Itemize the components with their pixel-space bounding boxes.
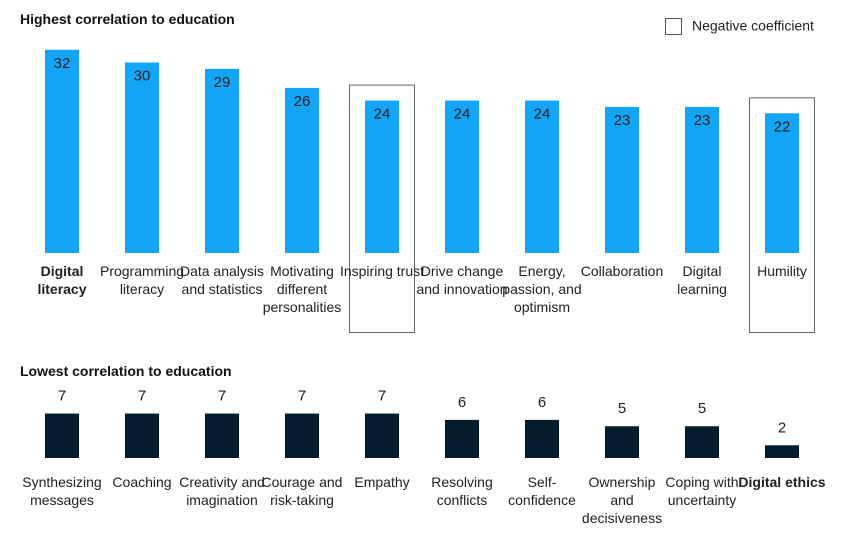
bar [285,87,319,254]
bar [205,413,239,458]
value-label: 7 [138,388,146,405]
category-label: Resolving conflicts [431,474,493,508]
bar [365,100,399,253]
chart-title: Highest correlation to education [20,11,235,27]
bar [525,100,559,253]
category-label: Ownership and decisiveness [581,474,663,526]
value-label: 5 [698,400,706,417]
value-label: 23 [694,112,711,129]
category-label: Synthesizing messages [22,474,102,508]
category-label: Drive change and innovation [416,263,508,297]
bar [605,106,639,253]
value-label: 29 [214,74,231,91]
category-label: Self-confidence [508,474,576,508]
category-label: Empathy [354,474,410,490]
bar [445,100,479,253]
value-label: 2 [778,419,786,436]
value-label: 23 [614,112,631,129]
legend-label: Negative coefficient [692,18,814,34]
category-label: Courage and risk-taking [261,474,343,508]
category-label: Inspiring trust [339,263,425,279]
category-label: Programming literacy [99,263,185,297]
value-label: 6 [538,394,546,411]
value-label: 30 [134,67,151,84]
category-label: Coping with uncertainty [665,474,739,508]
negative-box [749,97,815,333]
value-label: 22 [774,118,791,135]
value-label: 24 [454,106,471,123]
bar [205,68,239,253]
bar [125,413,159,458]
bar [525,419,559,458]
category-label: Digital literacy [37,263,87,297]
bar [445,419,479,458]
bar [765,445,799,458]
category-label: Data analysis and statistics [179,263,265,297]
category-label: Digital ethics [738,474,826,490]
value-label: 26 [294,93,311,110]
value-label: 24 [374,106,391,123]
value-label: 7 [298,388,306,405]
bar [125,62,159,253]
value-label: 24 [534,106,551,123]
bar [605,426,639,458]
value-label: 7 [378,388,386,405]
bar [765,113,799,253]
category-label: Humility [757,263,807,279]
bar [285,413,319,458]
value-label: 7 [218,388,226,405]
category-label: Creativity and imagination [179,474,265,508]
legend-swatch [665,18,682,35]
category-label: Coaching [112,474,172,490]
value-label: 6 [458,394,466,411]
category-label: Collaboration [580,263,664,279]
category-label: Motivating different personalities [262,263,342,315]
bar [685,106,719,253]
bar [365,413,399,458]
value-label: 7 [58,388,66,405]
negative-box [349,84,415,333]
bar [45,49,79,253]
chart-title: Lowest correlation to education [20,363,232,379]
bar [685,426,719,458]
bar [45,413,79,458]
category-label: Digital learning [677,263,727,297]
value-label: 5 [618,400,626,417]
value-label: 32 [54,55,71,72]
category-label: Energy, passion, and optimism [502,263,582,315]
